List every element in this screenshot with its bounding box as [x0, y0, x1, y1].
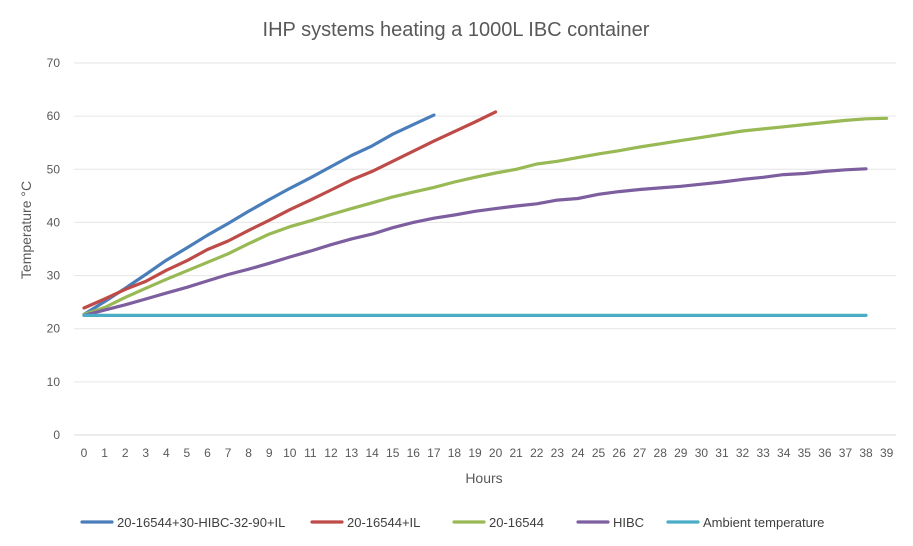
series-group: [82, 110, 889, 317]
x-tick-label: 5: [184, 446, 191, 460]
x-tick-label: 0: [81, 446, 88, 460]
x-tick-label: 24: [571, 446, 585, 460]
x-tick-label: 35: [798, 446, 812, 460]
x-tick-label: 4: [163, 446, 170, 460]
x-tick-label: 23: [551, 446, 565, 460]
y-axis: 0 10 20 30 40 50 60 70: [47, 56, 61, 442]
x-tick-label: 15: [386, 446, 400, 460]
x-tick-label: 32: [736, 446, 750, 460]
x-tick-label: 18: [448, 446, 462, 460]
x-tick-label: 6: [204, 446, 211, 460]
legend-label: 20-16544+IL: [347, 515, 420, 530]
x-tick-label: 3: [142, 446, 149, 460]
x-axis-label: Hours: [465, 470, 502, 486]
x-tick-label: 36: [818, 446, 832, 460]
y-tick-label: 50: [47, 162, 61, 176]
legend-label: Ambient temperature: [703, 515, 824, 530]
y-axis-label: Temperature °C: [18, 181, 34, 279]
series-line-4: [82, 167, 868, 317]
y-tick-label: 60: [47, 109, 61, 123]
x-tick-label: 26: [612, 446, 626, 460]
series-line-2: [82, 110, 498, 310]
x-tick-label: 29: [674, 446, 688, 460]
x-tick-label: 38: [859, 446, 873, 460]
y-tick-label: 0: [53, 428, 60, 442]
y-tick-label: 20: [47, 322, 61, 336]
x-tick-label: 30: [695, 446, 709, 460]
legend-label: 20-16544+30-HIBC-32-90+IL: [117, 515, 285, 530]
x-tick-label: 13: [345, 446, 359, 460]
x-tick-label: 19: [468, 446, 482, 460]
series-line-3: [82, 116, 889, 316]
x-tick-label: 33: [756, 446, 770, 460]
y-tick-label: 70: [47, 56, 61, 70]
x-tick-label: 34: [777, 446, 791, 460]
x-tick-label: 21: [510, 446, 524, 460]
x-tick-label: 16: [407, 446, 421, 460]
x-tick-label: 27: [633, 446, 647, 460]
x-tick-label: 37: [839, 446, 853, 460]
x-tick-label: 28: [654, 446, 668, 460]
legend: 20-16544+30-HIBC-32-90+IL 20-16544+IL 20-1…: [80, 515, 824, 530]
x-tick-label: 8: [245, 446, 252, 460]
gridlines: [74, 62, 896, 436]
x-tick-label: 12: [324, 446, 338, 460]
x-tick-label: 9: [266, 446, 273, 460]
x-tick-label: 10: [283, 446, 297, 460]
x-tick-label: 11: [304, 446, 317, 460]
x-tick-label: 25: [592, 446, 606, 460]
x-tick-label: 31: [715, 446, 729, 460]
chart-title: IHP systems heating a 1000L IBC containe…: [263, 19, 650, 41]
x-tick-label: 39: [880, 446, 894, 460]
y-tick-label: 30: [47, 269, 61, 283]
x-axis: 0 1 2 3 4 5 6 7 8 9 10 11 12 13 14 15 16 17 18 19 20 21 22 23 24…: [81, 446, 894, 460]
series-line-1: [82, 113, 436, 316]
x-tick-label: 20: [489, 446, 503, 460]
x-tick-label: 1: [101, 446, 108, 460]
y-tick-label: 40: [47, 215, 61, 229]
y-tick-label: 10: [47, 375, 61, 389]
legend-label: HIBC: [613, 515, 644, 530]
x-tick-label: 7: [225, 446, 232, 460]
x-tick-label: 14: [365, 446, 379, 460]
x-tick-label: 17: [427, 446, 441, 460]
x-tick-label: 22: [530, 446, 544, 460]
x-tick-label: 2: [122, 446, 129, 460]
legend-label: 20-16544: [489, 515, 544, 530]
